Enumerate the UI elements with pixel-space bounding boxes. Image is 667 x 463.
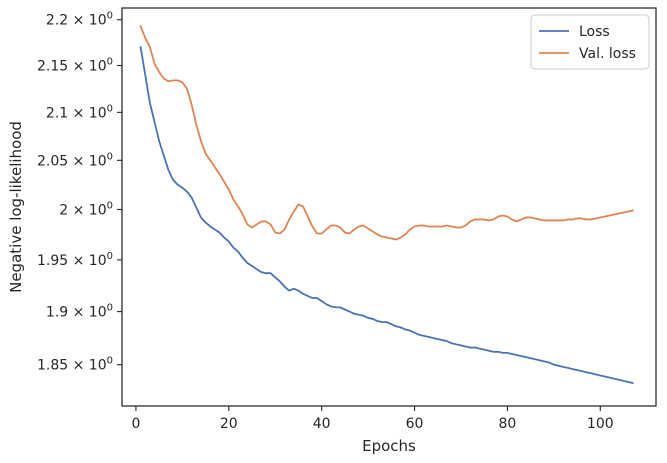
- legend-box: [530, 14, 650, 70]
- series-line-1: [139, 25, 634, 241]
- x-axis-label: Epochs: [362, 437, 416, 455]
- x-tick-label: 100: [587, 416, 614, 432]
- series-line-0: [139, 46, 634, 384]
- x-tick-label: 60: [406, 416, 424, 432]
- legend-label: Val. loss: [579, 46, 636, 62]
- x-tick-label: 40: [313, 416, 331, 432]
- y-tick-label: 2.15 × 100: [37, 56, 113, 74]
- x-tick-label: 20: [220, 416, 238, 432]
- y-axis: 1.85 × 100 1.9 × 100 1.95 × 100 2 × 100 2.05…: [37, 11, 122, 374]
- x-axis: 0 20 40 60 80 100: [131, 406, 614, 432]
- plot-frame: [121, 7, 657, 407]
- y-tick-label: 2.05 × 100: [37, 151, 113, 169]
- x-tick-label: 0: [131, 416, 140, 432]
- y-tick-label: 2.2 × 100: [46, 11, 113, 29]
- y-tick-label: 2 × 100: [59, 200, 113, 218]
- y-tick-label: 1.85 × 100: [37, 356, 113, 374]
- legend: Loss Val. loss: [530, 14, 650, 70]
- y-tick-label: 1.95 × 100: [37, 251, 113, 269]
- series-layer: [139, 25, 634, 384]
- legend-label: Loss: [579, 24, 610, 40]
- x-tick-label: 80: [498, 416, 516, 432]
- y-tick-label: 2.1 × 100: [46, 103, 113, 121]
- y-tick-label: 1.9 × 100: [46, 303, 113, 321]
- y-axis-label: Negative log-likelihood: [7, 121, 25, 293]
